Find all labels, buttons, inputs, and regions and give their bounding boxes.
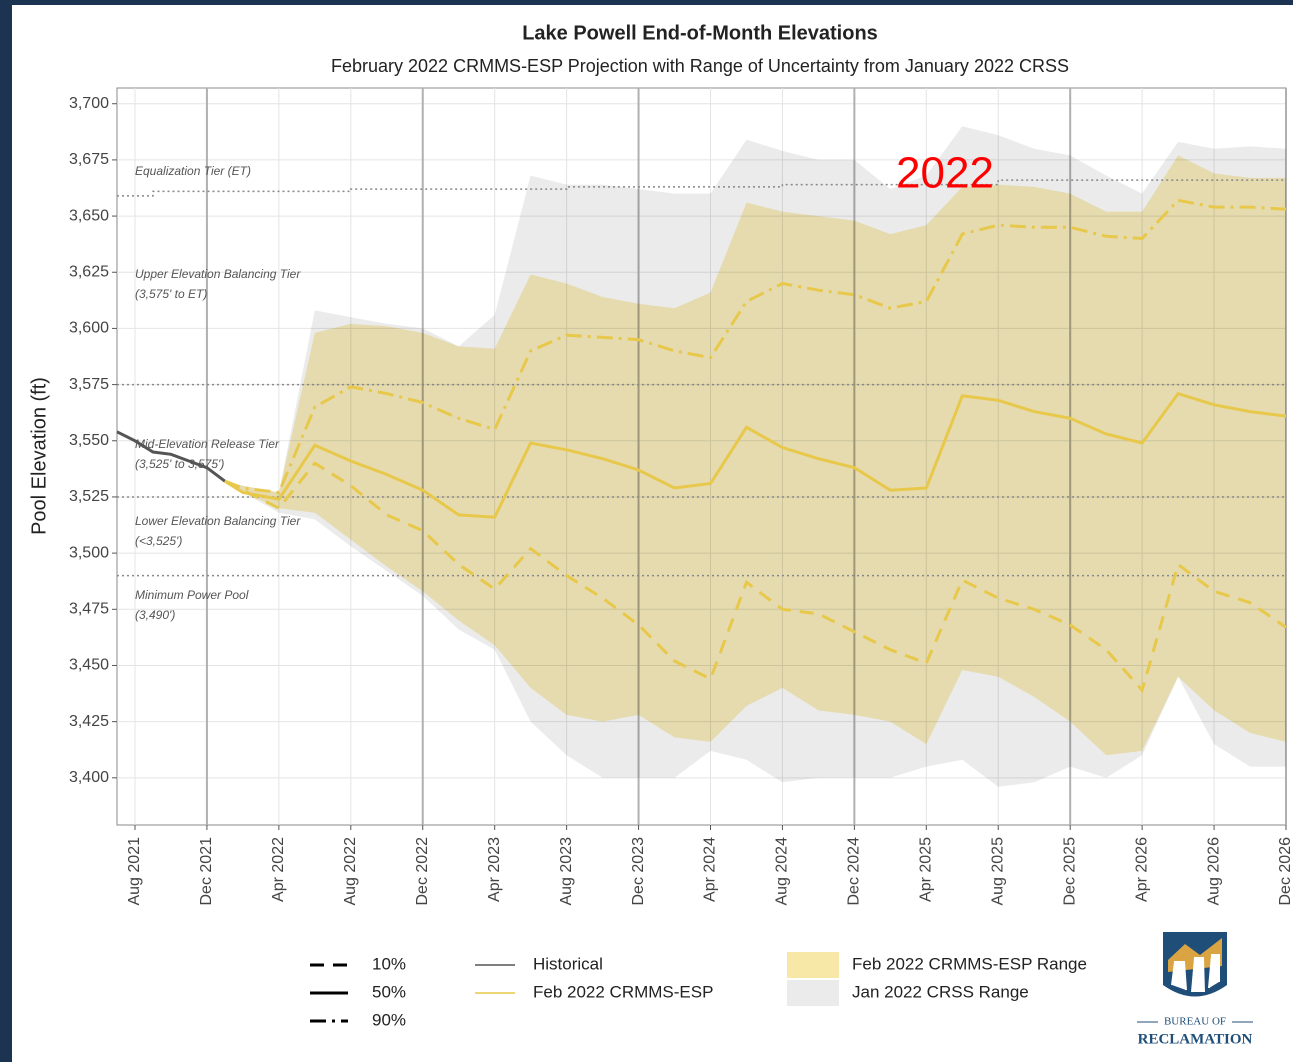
x-tick-label: Dec 2025 [1061,837,1078,906]
x-tick-label: Aug 2025 [989,837,1006,906]
x-tick-label: Apr 2024 [702,837,719,902]
y-tick-label: 3,600 [69,320,109,337]
x-tick-label: Aug 2024 [774,837,791,906]
legend-label: Historical [533,954,603,973]
tier-annotation: Equalization Tier (ET) [135,164,251,178]
tier-annotation: Lower Elevation Balancing Tier [135,514,301,528]
x-tick-label: Dec 2024 [846,837,863,906]
tier-annotation: Mid-Elevation Release Tier [135,437,280,451]
legend-swatch [787,980,839,1006]
y-tick-label: 3,700 [69,95,109,112]
highlight-label: 2022 [896,149,994,198]
legend-label: Feb 2022 CRMMS-ESP [533,982,713,1001]
y-tick-label: 3,500 [69,544,109,561]
tier-annotation: Upper Elevation Balancing Tier [135,267,301,281]
x-tick-label: Dec 2026 [1277,837,1293,906]
tier-annotation: (<3,525') [135,534,182,548]
x-tick-label: Dec 2021 [198,837,215,906]
legend-label: 90% [372,1010,406,1029]
tier-annotation: (3,490') [135,608,175,622]
logo-top: BUREAU OF [1164,1016,1226,1028]
x-tick-label: Dec 2023 [630,837,647,906]
x-tick-label: Apr 2025 [918,837,935,902]
legend-label: 10% [372,954,406,973]
x-tick-label: Aug 2021 [126,837,143,906]
y-tick-label: 3,400 [69,769,109,786]
y-tick-label: 3,575 [69,376,109,393]
chart: Lake Powell End-of-Month Elevations Febr… [0,0,1293,1062]
x-tick-label: Aug 2023 [558,837,575,906]
y-tick-label: 3,450 [69,657,109,674]
y-tick-label: 3,675 [69,151,109,168]
y-tick-label: 3,425 [69,713,109,730]
x-tick-label: Apr 2023 [486,837,503,902]
y-tick-label: 3,525 [69,488,109,505]
legend-label: Jan 2022 CRSS Range [852,982,1029,1001]
x-tick-label: Apr 2026 [1133,837,1150,902]
legend-label: 50% [372,982,406,1001]
legend-label: Feb 2022 CRMMS-ESP Range [852,954,1087,973]
tier-annotation: Minimum Power Pool [135,588,249,602]
y-tick-label: 3,475 [69,601,109,618]
tier-annotation: (3,575' to ET) [135,287,207,301]
chart-title: Lake Powell End-of-Month Elevations [522,22,878,44]
y-axis-label: Pool Elevation (ft) [28,377,50,535]
x-tick-label: Aug 2026 [1205,837,1222,906]
x-tick-label: Dec 2022 [414,837,431,906]
y-tick-label: 3,550 [69,432,109,449]
legend-swatch [787,952,839,978]
x-tick-label: Apr 2022 [270,837,287,902]
logo-bottom: RECLAMATION [1138,1031,1253,1047]
x-tick-label: Aug 2022 [342,837,359,906]
page: Lake Powell End-of-Month Elevations Febr… [0,0,1293,1062]
chart-subtitle: February 2022 CRMMS-ESP Projection with … [331,56,1069,76]
y-tick-label: 3,625 [69,263,109,280]
y-tick-label: 3,650 [69,207,109,224]
